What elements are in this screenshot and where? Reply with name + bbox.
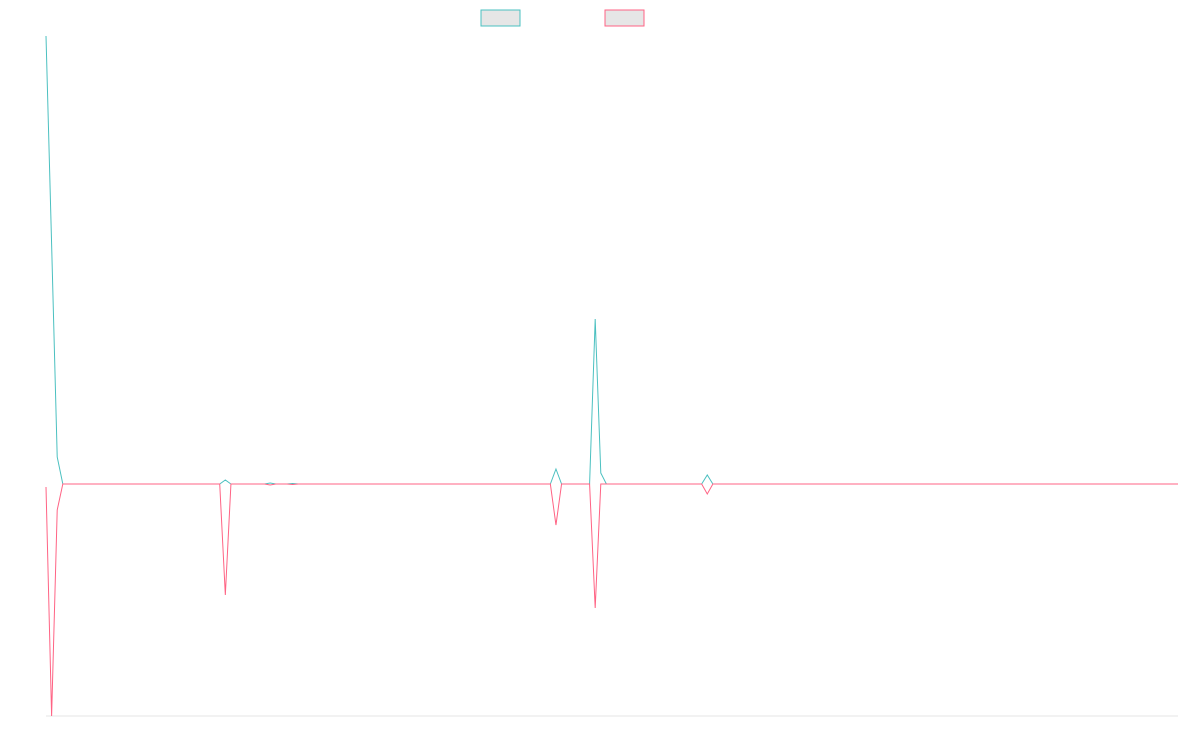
legend-swatch bbox=[604, 9, 645, 27]
legend-swatch bbox=[480, 9, 521, 27]
series-line bbox=[45, 35, 1178, 485]
series-line bbox=[45, 483, 1178, 717]
